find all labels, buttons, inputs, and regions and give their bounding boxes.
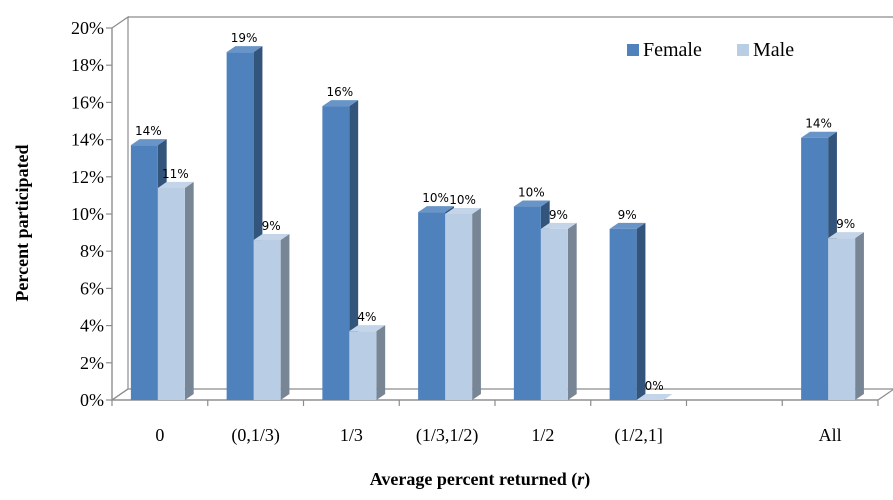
- legend-label-male: Male: [753, 39, 794, 61]
- data-label: 9%: [836, 217, 855, 231]
- bar-top: [349, 325, 386, 332]
- data-label: 11%: [162, 167, 189, 181]
- x-category-label: 1/2: [531, 425, 554, 445]
- bar-side: [184, 181, 194, 400]
- bar-side: [376, 325, 386, 400]
- data-label: 9%: [262, 219, 281, 233]
- data-label: 10%: [518, 186, 545, 200]
- y-tick-label: 2%: [80, 353, 104, 373]
- data-label: 14%: [135, 124, 162, 138]
- bar-top: [828, 232, 864, 239]
- bar-side: [349, 100, 359, 400]
- bar-front: [349, 331, 377, 400]
- data-labels: 14%11%19%9%16%4%10% 10%10%9% 9%0%14%9%: [135, 31, 855, 393]
- data-label: 0%: [645, 379, 664, 393]
- bar-top: [226, 46, 263, 53]
- y-tick-label: 6%: [80, 278, 104, 298]
- bar-female-2: [322, 100, 359, 401]
- legend-label-female: Female: [643, 39, 702, 61]
- bar-front: [418, 212, 446, 400]
- x-category-label: (0,1/3): [231, 425, 280, 446]
- bar-top: [801, 131, 837, 138]
- x-category-label: (1/3,1/2): [416, 425, 479, 446]
- bar-top: [253, 233, 290, 241]
- x-category-label: 0: [155, 425, 164, 445]
- bar-male-7: [828, 232, 864, 400]
- bar-front: [130, 145, 158, 400]
- legend: Female Male: [627, 39, 794, 61]
- x-category-label: All: [819, 425, 842, 445]
- bar-top: [157, 181, 194, 188]
- bar-front: [513, 206, 541, 400]
- bar-front: [157, 187, 185, 400]
- bar-male-2: [349, 325, 386, 400]
- bar-top: [540, 222, 577, 229]
- data-label: 19%: [231, 31, 258, 45]
- y-tick-label: 10%: [71, 204, 104, 224]
- bar-side: [280, 233, 290, 400]
- bar-top: [418, 206, 454, 213]
- bar-female-5: [609, 222, 646, 400]
- bar-top: [322, 100, 359, 107]
- bars: [130, 46, 864, 401]
- bar-side: [855, 232, 864, 400]
- y-tick-label: 12%: [71, 167, 104, 187]
- bar-front: [253, 240, 281, 400]
- legend-swatch-male: [737, 44, 749, 56]
- bar-front: [322, 106, 350, 401]
- y-tick-label: 0%: [80, 390, 104, 410]
- bar-front: [801, 137, 829, 401]
- y-tick-label: 8%: [80, 241, 104, 261]
- y-tick-label: 14%: [71, 130, 104, 150]
- data-label: 10%: [422, 191, 449, 205]
- x-category-label: 1/3: [340, 425, 363, 445]
- bar-male-0: [157, 181, 194, 400]
- x-axis-categories: 0 (0,1/3) 1/3 (1/3,1/2) 1/2 (1/2,1] All: [155, 425, 841, 446]
- bar-male-3: [445, 207, 481, 400]
- bar-top: [636, 393, 673, 400]
- bar-front: [540, 228, 568, 400]
- bar-front: [445, 214, 473, 400]
- bar-male-5: [636, 393, 673, 400]
- data-label: 10%: [449, 193, 476, 207]
- bar-top: [445, 207, 481, 214]
- bar-top: [130, 139, 167, 146]
- left-wall: [111, 15, 129, 402]
- y-tick-label: 20%: [71, 18, 104, 38]
- bar-side: [636, 222, 646, 400]
- bar-side: [472, 207, 481, 400]
- x-axis-title: Average percent returned (r): [370, 469, 590, 490]
- bar-top: [609, 222, 646, 229]
- y-tick-label: 16%: [71, 92, 104, 112]
- data-label: 16%: [327, 85, 354, 99]
- bar-front: [226, 52, 254, 401]
- data-label: 9%: [549, 208, 568, 222]
- bar-top: [513, 200, 550, 207]
- back-wall: [128, 16, 893, 18]
- bar-male-1: [253, 233, 290, 400]
- y-tick-label: 18%: [71, 55, 104, 75]
- legend-swatch-female: [627, 44, 639, 56]
- data-label: 4%: [357, 310, 376, 324]
- y-axis-ticks: 0% 2% 4% 6% 8% 10% 12% 14% 16% 18% 20%: [71, 18, 112, 410]
- x-axis-title-close: ): [584, 469, 590, 490]
- data-label: 9%: [618, 208, 637, 222]
- x-axis-title-variable: r: [577, 469, 585, 489]
- data-label: 14%: [805, 117, 832, 131]
- y-axis-title: Percent participated: [12, 144, 32, 301]
- x-axis-title-text: Average percent returned (: [370, 469, 577, 490]
- bar-front: [828, 238, 856, 400]
- bar-front: [609, 228, 637, 400]
- x-category-label: (1/2,1]: [614, 425, 663, 446]
- bar-side: [567, 222, 577, 400]
- bar-male-4: [540, 222, 577, 400]
- y-tick-label: 4%: [80, 316, 104, 336]
